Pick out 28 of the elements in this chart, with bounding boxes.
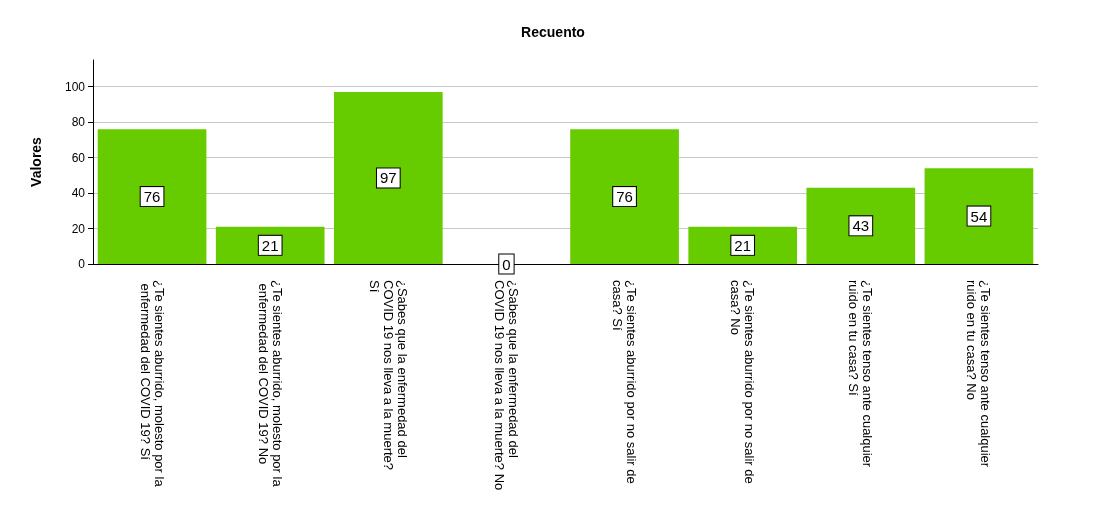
data-label: 76	[616, 188, 633, 206]
data-label: 43	[852, 217, 870, 235]
x-tick-label: ¿Sabes que la enfermedad del COVID 19 nos lleva a la muerte? No	[491, 280, 521, 491]
data-label: 21	[261, 236, 279, 254]
chart-title: Recuento	[521, 24, 585, 40]
y-tick-label: 0	[78, 257, 86, 271]
y-tick-label: 20	[71, 221, 86, 236]
data-label: 21	[734, 236, 752, 254]
y-tick-label: 100	[64, 79, 86, 94]
x-tick-label: ¿Te sientes aburrido por no salir de casa? Sí	[610, 280, 640, 488]
y-tick-label: 80	[71, 115, 86, 130]
data-label: 0	[502, 255, 511, 273]
x-tick-label: ¿Te sientes tenso ante cualquier ruido en tu casa? Sí	[846, 280, 876, 471]
bar	[806, 187, 916, 264]
y-axis-title: Valores	[28, 136, 44, 187]
data-label: 76	[143, 188, 161, 206]
data-label: 97	[379, 169, 397, 187]
x-tick-label: ¿Te sientes aburrido, molesto por la enfermedad del COVID 19? Sí	[137, 280, 167, 488]
y-tick-label: 40	[71, 186, 86, 201]
bar	[97, 129, 207, 264]
x-tick-label: ¿Te sientes aburrido por no salir de casa? No	[728, 280, 758, 488]
bar	[570, 129, 679, 264]
data-label: 54	[970, 207, 988, 225]
bar	[333, 91, 443, 264]
bar	[924, 168, 1034, 264]
y-tick-label: 60	[71, 150, 86, 165]
x-tick-label: ¿Te sientes aburrido, molesto por la enfermedad del COVID 19? No	[255, 280, 285, 488]
x-tick-label: ¿Sabes que la enfermedad del COVID 19 nos lleva a la muerte? Sí	[366, 280, 410, 474]
